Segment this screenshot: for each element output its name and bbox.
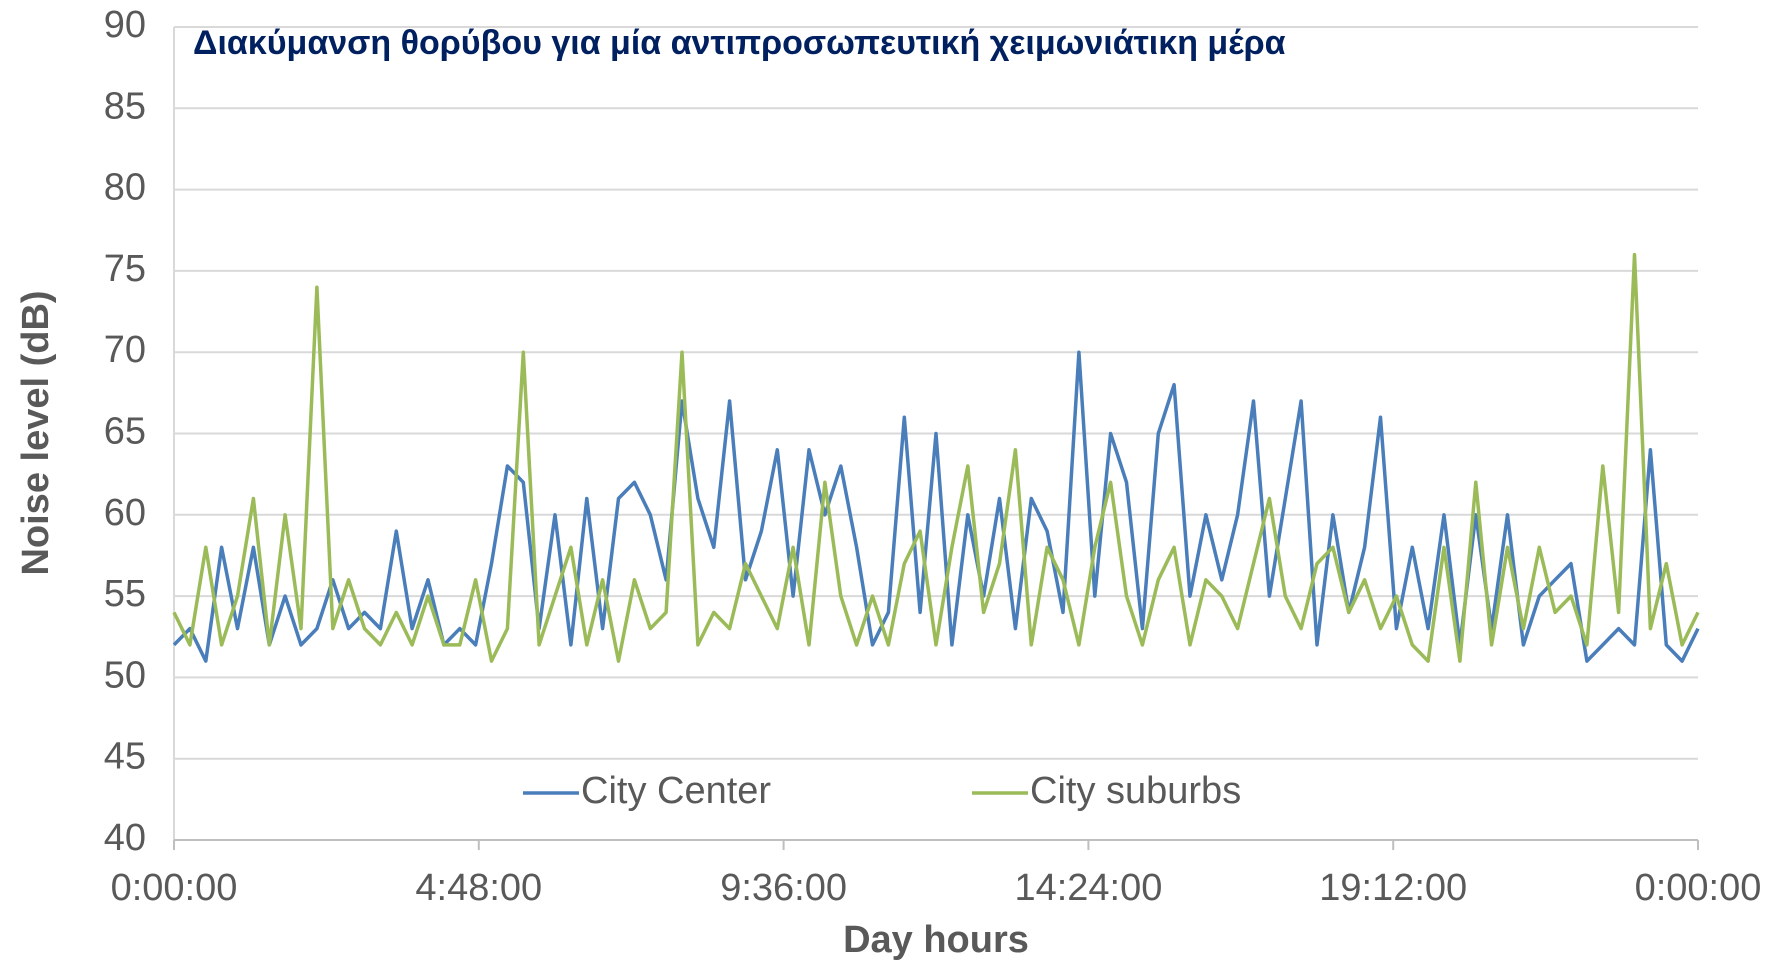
x-tick-label: 0:00:00: [111, 867, 238, 909]
series-line: [172, 252, 1700, 663]
y-tick-label: 70: [104, 329, 146, 371]
y-tick-label: 75: [104, 248, 146, 290]
y-tick-label: 55: [104, 573, 146, 615]
legend-label: City Center: [581, 770, 771, 812]
x-tick-label: 0:00:00: [1635, 867, 1762, 909]
chart-title: Διακύμανση θορύβου για μία αντιπροσωπευτ…: [193, 24, 1286, 62]
x-axis-title: Day hours: [843, 919, 1029, 961]
y-tick-label: 60: [104, 492, 146, 534]
x-tick-label: 4:48:00: [415, 867, 542, 909]
y-tick-label: 40: [104, 817, 146, 859]
y-tick-label: 80: [104, 167, 146, 209]
y-axis-title: Noise level (dB): [15, 290, 57, 575]
y-tick-label: 85: [104, 85, 146, 127]
y-tick-label: 65: [104, 411, 146, 453]
x-tick-label: 14:24:00: [1014, 867, 1162, 909]
legend-label: City suburbs: [1030, 770, 1241, 812]
x-tick-label: 19:12:00: [1319, 867, 1467, 909]
y-tick-label: 45: [104, 736, 146, 778]
x-tick-label: 9:36:00: [720, 867, 847, 909]
y-tick-label: 50: [104, 654, 146, 696]
series-line: [172, 350, 1700, 663]
y-tick-label: 90: [104, 4, 146, 46]
